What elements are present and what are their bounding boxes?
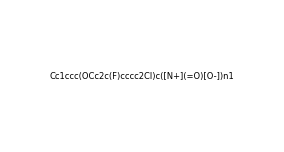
Text: Cc1ccc(OCc2c(F)cccc2Cl)c([N+](=O)[O-])n1: Cc1ccc(OCc2c(F)cccc2Cl)c([N+](=O)[O-])n1	[50, 71, 234, 81]
